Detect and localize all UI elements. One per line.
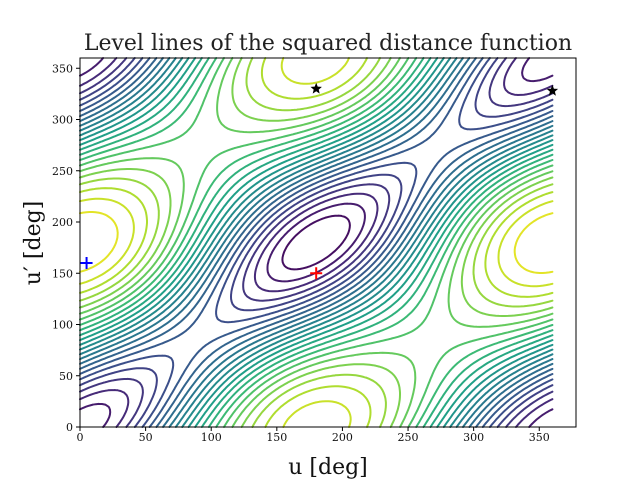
contour-level-line (79, 57, 554, 428)
chart-title: Level lines of the squared distance func… (84, 31, 572, 56)
x-tick-label: 200 (332, 431, 353, 444)
contour-level-line (79, 57, 554, 428)
contour-lines (79, 57, 554, 428)
contour-level-line (79, 57, 554, 428)
contour-level-line (79, 57, 554, 428)
y-tick-label: 350 (52, 62, 73, 75)
x-tick-label: 350 (529, 431, 550, 444)
plot-frame (79, 57, 577, 428)
star-marker (310, 82, 322, 94)
x-axis-label: u [deg] (288, 455, 368, 480)
x-tick-label: 100 (201, 431, 222, 444)
contour-level-line (79, 57, 554, 428)
y-axis-ticks: 0 50 100 150 200 250 300 350 (52, 62, 80, 434)
plus-marker (80, 257, 93, 269)
contour-level-line (79, 57, 554, 428)
x-tick-label: 0 (77, 431, 84, 444)
y-tick-label: 250 (52, 165, 73, 178)
x-tick-label: 50 (139, 431, 153, 444)
contour-level-line (79, 57, 554, 428)
y-tick-label: 0 (66, 421, 73, 434)
x-axis-ticks: 0 50 100 150 200 250 300 350 (77, 427, 550, 444)
contour-level-line (79, 57, 554, 428)
y-tick-label: 150 (52, 267, 73, 280)
contour-level-line (79, 57, 554, 428)
y-axis-label: u′ [deg] (21, 201, 46, 286)
plus-marker (310, 267, 323, 280)
contour-level-line (79, 57, 554, 428)
contour-level-line (79, 57, 554, 428)
contour-level-line (79, 57, 554, 428)
star-marker (546, 84, 559, 96)
critical-point-markers (80, 82, 559, 280)
contour-level-line (79, 211, 554, 274)
contour-level-line (79, 57, 554, 428)
y-tick-label: 300 (52, 114, 73, 127)
contour-level-line (79, 57, 554, 428)
y-tick-label: 50 (59, 370, 73, 383)
x-tick-label: 150 (266, 431, 287, 444)
y-tick-label: 100 (52, 319, 73, 332)
y-tick-label: 200 (52, 216, 73, 229)
contour-level-line (281, 214, 351, 271)
contour-level-line (79, 57, 554, 428)
contour-level-line (79, 57, 554, 428)
x-tick-label: 250 (398, 431, 419, 444)
contour-level-line (79, 57, 554, 428)
x-tick-label: 300 (463, 431, 484, 444)
contour-level-line (79, 57, 554, 428)
